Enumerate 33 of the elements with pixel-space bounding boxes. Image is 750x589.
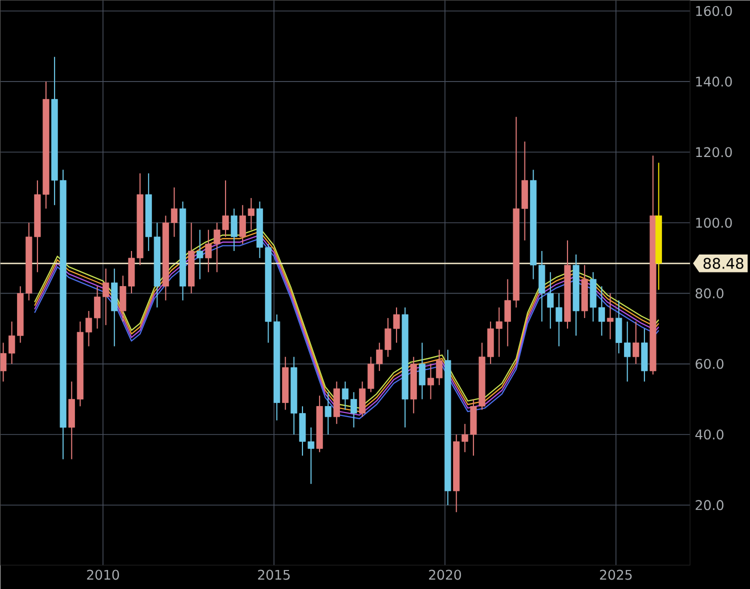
y-tick-label: 120.0	[696, 147, 732, 158]
candlestick	[632, 321, 640, 364]
x-tick-label: 2010	[87, 570, 120, 580]
y-tick-label: 40.0	[695, 429, 724, 440]
candlestick	[196, 229, 204, 280]
x-tick-label: 2020	[429, 570, 461, 580]
candlestick	[427, 363, 434, 400]
y-tick-label: 80.0	[696, 288, 724, 298]
candlestick	[436, 349, 443, 386]
candlestick	[170, 186, 178, 238]
ref-line-label: 88.48	[704, 258, 744, 269]
x-tick-label: 2025	[600, 570, 632, 580]
candlestick	[504, 278, 511, 347]
candlestick	[350, 392, 358, 428]
y-tick-label: 60.0	[696, 358, 724, 369]
candlestick	[239, 204, 246, 244]
candlestick	[102, 268, 110, 326]
y-tick-label: 140.0	[696, 76, 732, 87]
candlestick	[94, 286, 101, 330]
candlestick	[418, 342, 426, 400]
candlestick	[85, 310, 92, 347]
candlestick	[248, 197, 254, 230]
y-tick-label: 100.0	[696, 218, 732, 228]
candlestick	[598, 286, 605, 336]
x-tick-label: 2015	[258, 570, 290, 580]
candlestick	[8, 321, 16, 364]
candlestick	[606, 292, 614, 340]
candlestick	[324, 392, 332, 435]
candlestick	[342, 381, 348, 410]
candlestick	[624, 321, 631, 382]
y-tick-label: 20.0	[696, 500, 724, 510]
candlestick	[230, 208, 238, 252]
y-tick-label: 160.0	[696, 6, 732, 16]
